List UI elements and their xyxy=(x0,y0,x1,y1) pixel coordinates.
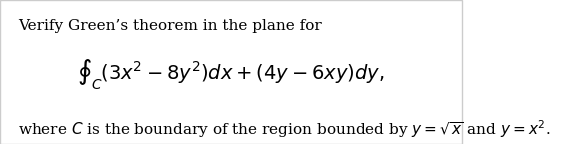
Text: $\oint_C (3x^2 - 8y^2)dx + (4y - 6xy)dy,$: $\oint_C (3x^2 - 8y^2)dx + (4y - 6xy)dy,… xyxy=(77,58,385,92)
Text: Verify Green’s theorem in the plane for: Verify Green’s theorem in the plane for xyxy=(18,19,322,33)
Text: where $C$ is the boundary of the region bounded by $y = \sqrt{x}$ and $y = x^2$.: where $C$ is the boundary of the region … xyxy=(18,119,551,140)
FancyBboxPatch shape xyxy=(0,0,462,144)
